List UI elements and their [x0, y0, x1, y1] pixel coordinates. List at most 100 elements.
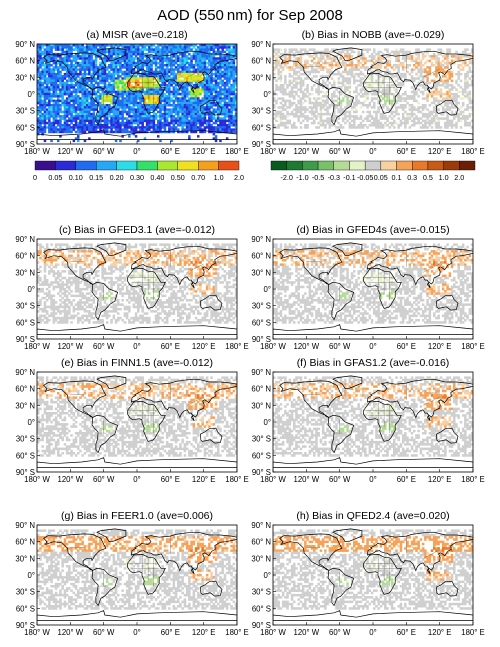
data-cell — [225, 104, 229, 107]
data-cell — [399, 119, 403, 123]
data-cell — [54, 119, 58, 123]
data-cell — [39, 70, 42, 74]
data-cell — [214, 135, 218, 138]
data-cell — [97, 99, 100, 103]
data-cell — [228, 81, 231, 85]
data-cell — [299, 112, 303, 116]
data-cell — [130, 99, 133, 103]
data-cell — [37, 75, 40, 78]
data-cell — [326, 97, 329, 100]
data-cell — [110, 121, 113, 125]
data-cell — [117, 46, 120, 49]
data-cell — [81, 99, 84, 103]
data-cell — [230, 119, 233, 123]
data-cell — [183, 117, 187, 120]
data-cell — [366, 59, 369, 63]
data-cell — [83, 88, 87, 91]
data-cell — [79, 66, 82, 69]
data-cell — [359, 52, 363, 56]
data-cell — [330, 99, 334, 103]
data-cell — [77, 48, 80, 51]
data-cell — [310, 64, 314, 67]
data-cell — [90, 128, 93, 131]
data-cell — [335, 88, 338, 91]
data-cell — [424, 115, 427, 118]
data-cell — [183, 119, 187, 123]
data-cell — [426, 48, 429, 51]
data-cell — [81, 119, 84, 123]
data-cell — [299, 115, 303, 118]
data-cell — [99, 106, 102, 109]
data-cell — [234, 44, 237, 47]
data-cell — [79, 110, 82, 114]
data-cell — [232, 101, 236, 105]
data-cell — [101, 66, 104, 69]
data-cell — [83, 59, 87, 63]
data-cell — [212, 61, 216, 65]
data-cell — [137, 121, 140, 125]
data-cell — [430, 90, 434, 94]
data-cell — [112, 104, 116, 107]
data-cell — [361, 52, 365, 56]
data-cell — [114, 50, 118, 54]
data-cell — [117, 97, 120, 100]
data-cell — [210, 84, 213, 87]
colorbar-label: 0.30 — [130, 173, 144, 182]
data-cell — [103, 92, 107, 96]
data-cell — [88, 48, 91, 51]
data-cell — [328, 104, 332, 107]
data-cell — [293, 59, 296, 63]
data-cell — [134, 75, 138, 78]
data-cell — [50, 72, 53, 76]
data-cell — [321, 79, 325, 83]
data-cell — [212, 48, 216, 51]
data-cell — [165, 88, 169, 91]
data-cell — [428, 72, 432, 76]
data-cell — [230, 90, 233, 94]
data-cell — [39, 121, 42, 125]
data-cell — [45, 77, 49, 80]
data-cell — [130, 126, 133, 129]
data-cell — [170, 52, 173, 56]
data-cell — [177, 44, 180, 47]
data-cell — [123, 55, 127, 58]
data-cell — [54, 101, 58, 105]
data-cell — [148, 121, 151, 125]
data-cell — [197, 121, 200, 125]
data-cell — [174, 84, 178, 87]
data-cell — [306, 77, 309, 80]
data-cell — [199, 48, 202, 51]
data-cell — [326, 110, 329, 114]
data-cell — [433, 55, 436, 58]
data-cell — [48, 115, 51, 118]
data-cell — [377, 106, 380, 109]
data-cell — [353, 72, 356, 76]
data-cell — [154, 57, 158, 60]
data-cell — [154, 61, 158, 65]
data-cell — [97, 75, 100, 78]
data-cell — [330, 97, 334, 100]
data-cell — [199, 90, 202, 94]
data-cell — [368, 104, 372, 107]
data-cell — [77, 117, 80, 120]
data-cell — [214, 126, 218, 129]
data-cell — [41, 132, 44, 136]
data-cell — [461, 117, 465, 120]
data-cell — [321, 95, 325, 98]
data-cell — [37, 128, 40, 131]
data-cell — [219, 57, 222, 60]
data-cell — [210, 64, 213, 67]
data-cell — [419, 66, 423, 69]
data-cell — [210, 86, 213, 89]
coastlines — [37, 47, 237, 140]
data-cell — [150, 50, 153, 54]
data-cell — [68, 86, 71, 89]
data-cell — [63, 99, 67, 103]
data-cell — [65, 57, 69, 60]
data-cell — [346, 64, 349, 67]
data-cell — [399, 75, 403, 78]
data-cell — [105, 72, 109, 76]
data-cell — [172, 124, 176, 127]
data-cell — [148, 84, 151, 87]
data-cell — [199, 112, 202, 116]
